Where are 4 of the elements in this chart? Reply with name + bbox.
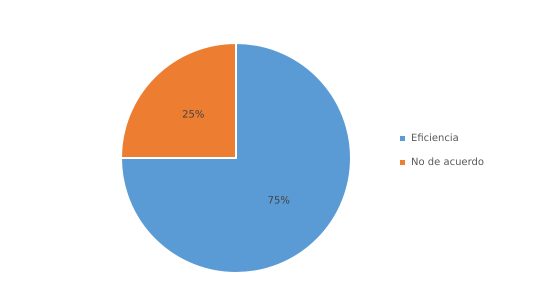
data-label: 75% [268,195,290,206]
legend-label: No de acuerdo [411,157,484,168]
legend-label: Eficiencia [411,133,459,144]
data-label: 25% [182,110,204,121]
